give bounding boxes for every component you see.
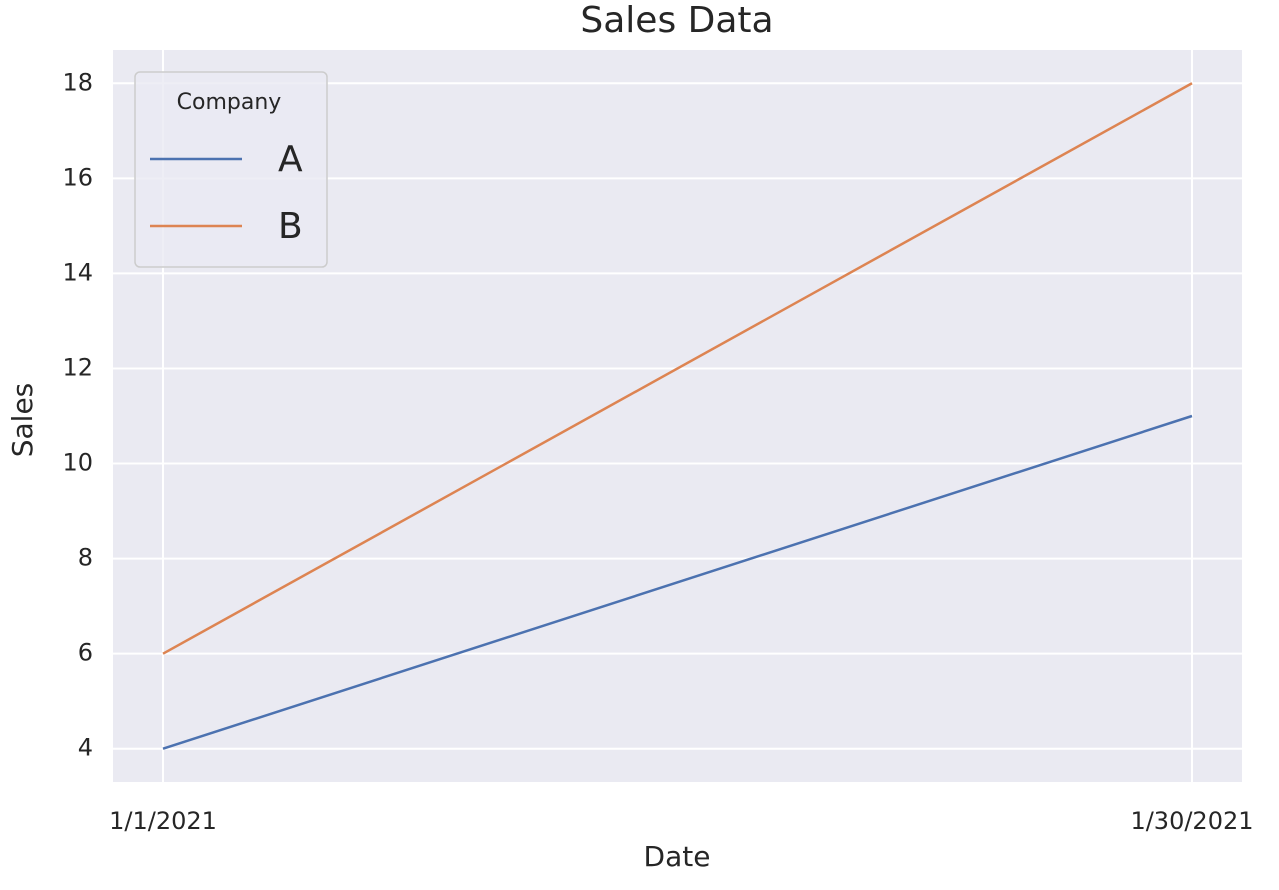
x-axis-label: Date [644,840,711,873]
legend-label: A [278,139,303,180]
legend-title: Company [177,90,282,115]
y-tick-label: 8 [78,544,93,572]
y-tick-label: 6 [78,639,93,667]
y-tick-label: 18 [62,68,93,96]
x-tick-label: 1/30/2021 [1130,807,1253,835]
line [162,414,1193,750]
y-axis-label: Sales [6,383,39,458]
y-tick-label: 12 [62,353,93,381]
y-tick-label: 10 [62,449,93,477]
legend-box [134,71,328,268]
chart-title: Sales Data [580,0,773,41]
y-tick-label: 14 [62,258,93,286]
x-tick-label: 1/1/2021 [109,807,217,835]
y-tick-label: 4 [78,734,93,762]
legend-label: B [278,206,303,247]
y-tick-label: 16 [62,163,93,191]
line [162,82,1193,655]
